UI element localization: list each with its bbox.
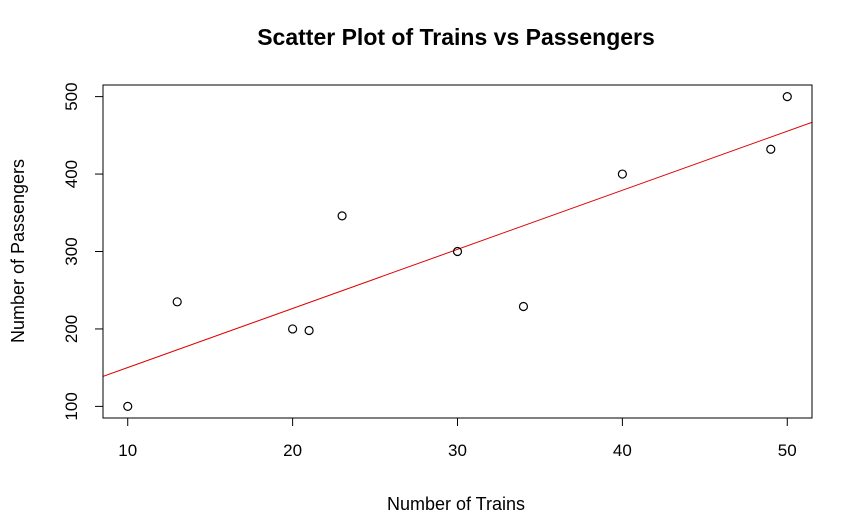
x-tick-label: 40 (613, 441, 632, 460)
data-point (518, 301, 529, 312)
data-point (123, 401, 133, 411)
y-tick-label: 200 (62, 315, 81, 343)
plot-frame (102, 84, 813, 419)
data-point (766, 144, 776, 154)
x-tick-label: 30 (448, 441, 467, 460)
regression-line (103, 121, 812, 377)
data-point (782, 92, 792, 102)
data-point (337, 211, 347, 221)
data-point (288, 324, 298, 334)
data-point (617, 169, 627, 179)
x-tick-label: 10 (118, 441, 137, 460)
y-tick-label: 400 (62, 160, 81, 188)
y-tick-label: 300 (62, 237, 81, 265)
data-point (304, 325, 314, 336)
y-axis-label: Number of Passengers (8, 159, 28, 343)
x-axis-label: Number of Trains (387, 494, 525, 514)
data-point (172, 297, 182, 307)
data-point (452, 246, 463, 257)
y-tick-label: 100 (62, 392, 81, 420)
y-tick-label: 500 (62, 82, 81, 110)
plot-area: 10 20 30 40 50 100 200 300 400 500 (62, 82, 813, 460)
chart-title: Scatter Plot of Trains vs Passengers (257, 24, 655, 50)
x-tick-label: 50 (778, 441, 797, 460)
x-tick-label: 20 (283, 441, 302, 460)
